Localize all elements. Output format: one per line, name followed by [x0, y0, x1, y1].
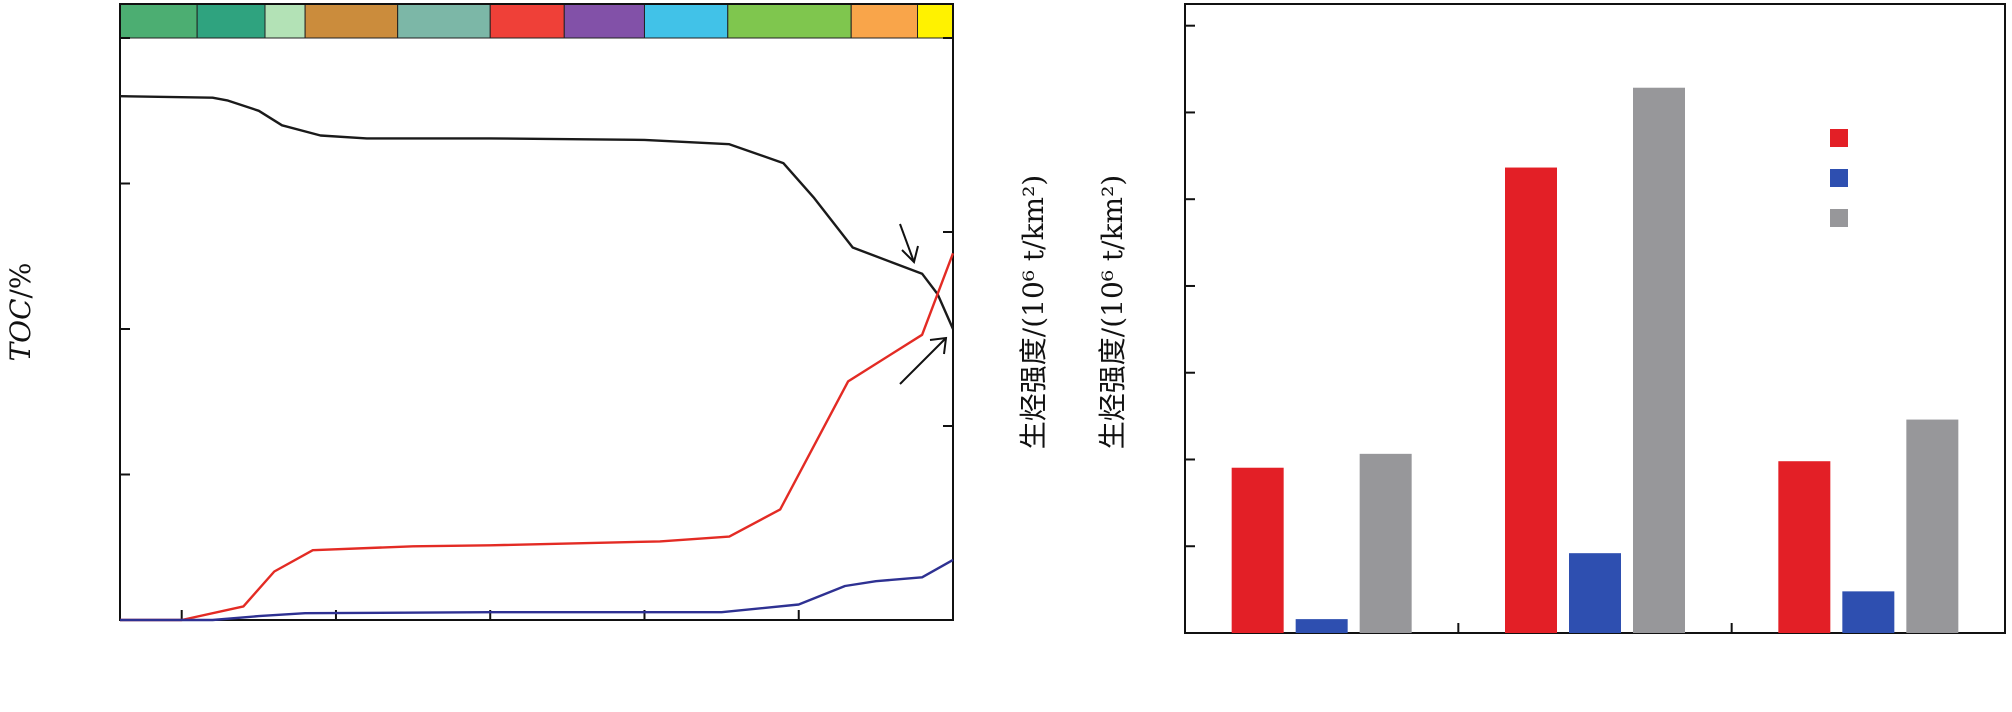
arrow-119-shaft [899, 223, 915, 263]
period-band-4 [397, 3, 491, 39]
plot-frame-b [1184, 3, 2006, 634]
bar-total [1633, 87, 1685, 634]
left-axis-title: TOC/% [4, 262, 37, 361]
bar-total [1906, 419, 1959, 633]
panel-a-line-chart: TOC/% 生烃强度/(10⁶ t/km²) [4, 3, 1050, 622]
legend-swatch-total [1830, 209, 1848, 227]
bar-gas [1842, 591, 1895, 633]
plot-frame-a [119, 3, 954, 621]
bar-oil [1505, 167, 1557, 634]
bar-oil [1778, 461, 1831, 633]
period-band-3 [304, 3, 399, 39]
arrow-100-shaft [899, 337, 947, 385]
period-band-1 [196, 3, 266, 39]
period-band-7 [643, 3, 729, 39]
period-band-2 [264, 3, 306, 39]
series-line-gas [120, 558, 954, 622]
period-band-6 [563, 3, 645, 39]
bar-gas [1569, 553, 1621, 633]
period-band-5 [489, 3, 565, 39]
bar-oil [1231, 467, 1284, 633]
legend-swatch-oil [1830, 129, 1848, 147]
right-axis-title: 生烃强度/(10⁶ t/km²) [1017, 175, 1050, 449]
left-axis-title-italic: TOC [4, 298, 37, 361]
arrow-100-head [929, 336, 948, 355]
period-band-9 [850, 3, 919, 39]
series-line-oil [120, 252, 955, 622]
period-band-0 [119, 3, 198, 39]
arrow-119-head [901, 245, 919, 264]
period-band-10 [917, 3, 954, 39]
series-line-toc [119, 95, 955, 330]
y-axis-title-b: 生烃强度/(10⁶ t/km²) [1096, 175, 1129, 449]
panel-b-bar-chart: 生烃强度/(10⁶ t/km²) [1096, 3, 2006, 634]
bar-gas [1295, 619, 1348, 633]
bar-total [1359, 453, 1412, 633]
legend-swatch-gas [1830, 169, 1848, 187]
left-axis-title-unit: /% [4, 262, 37, 298]
period-band-8 [727, 3, 852, 39]
